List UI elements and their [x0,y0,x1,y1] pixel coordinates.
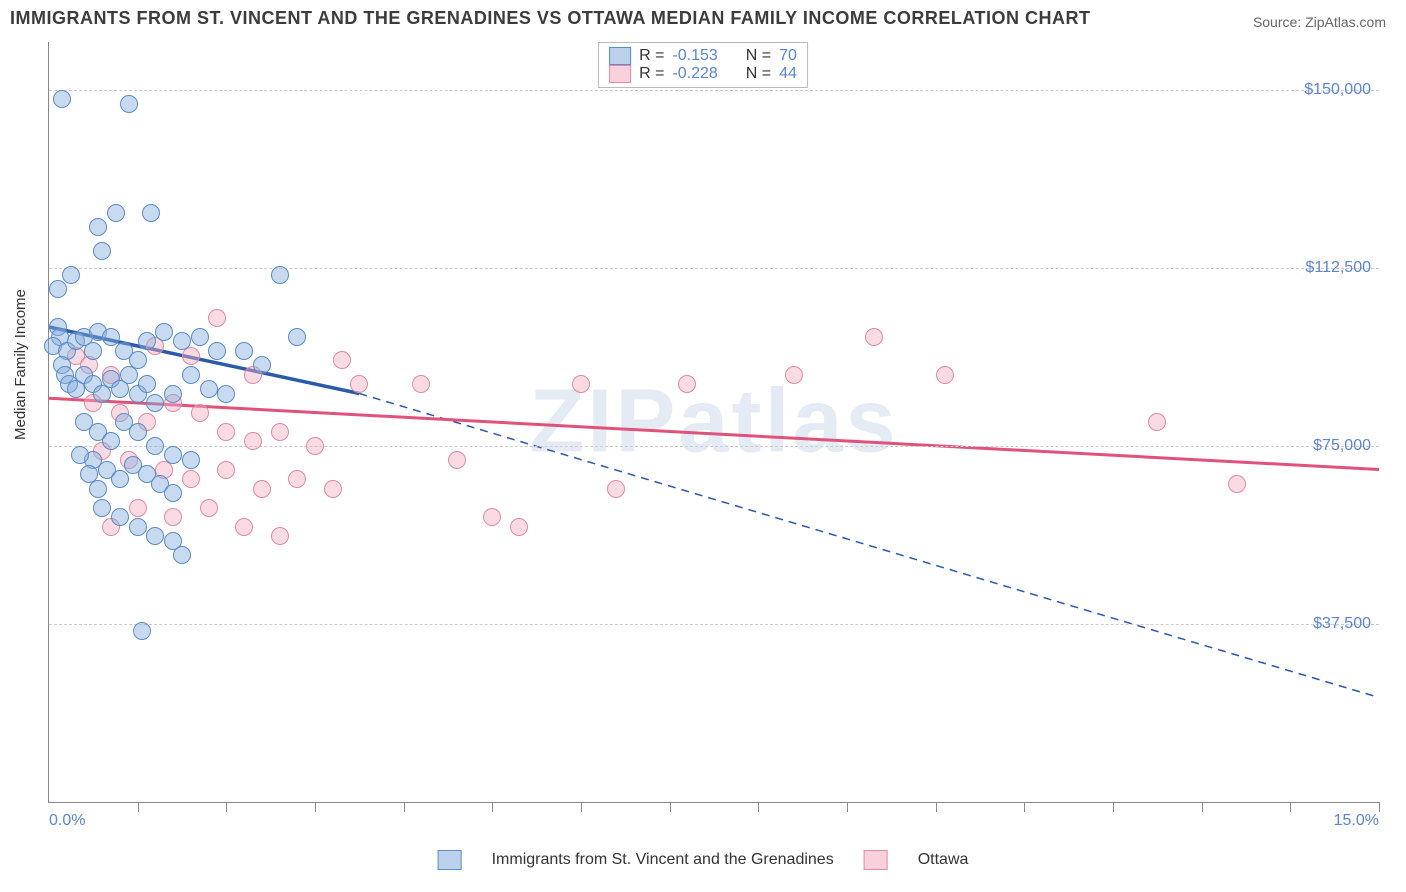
scatter-point [182,451,200,469]
legend-pink-n: 44 [779,65,797,83]
y-tick-label: $75,000 [1313,437,1371,455]
scatter-point [200,499,218,517]
scatter-point [607,480,625,498]
scatter-point [155,323,173,341]
scatter-point [448,451,466,469]
legend-blue-r: -0.153 [672,47,717,65]
scatter-point [120,366,138,384]
scatter-point [89,218,107,236]
scatter-point [164,446,182,464]
scatter-point [208,309,226,327]
scatter-point [483,508,501,526]
legend-r-label: R = [639,65,664,83]
y-tick-label: $37,500 [1313,615,1371,633]
trend-lines [49,42,1379,802]
legend-swatch-pink [609,65,631,83]
scatter-point [191,404,209,422]
scatter-point [129,499,147,517]
scatter-point [253,480,271,498]
scatter-point [333,351,351,369]
scatter-point [164,385,182,403]
y-tick-label: $150,000 [1304,81,1371,99]
scatter-point [1148,413,1166,431]
scatter-point [146,394,164,412]
scatter-point [208,342,226,360]
scatter-point [102,328,120,346]
scatter-point [146,437,164,455]
scatter-point [217,461,235,479]
legend-n-label: N = [746,47,771,65]
legend-blue-n: 70 [779,47,797,65]
scatter-point [164,484,182,502]
scatter-point [678,375,696,393]
scatter-point [173,332,191,350]
scatter-point [53,90,71,108]
scatter-point [93,499,111,517]
scatter-point [324,480,342,498]
scatter-point [182,366,200,384]
scatter-point [138,375,156,393]
scatter-point [306,437,324,455]
x-min-label: 0.0% [49,812,85,830]
scatter-point [271,527,289,545]
scatter-point [138,332,156,350]
scatter-point [936,366,954,384]
scatter-point [288,470,306,488]
scatter-point [107,204,125,222]
scatter-point [865,328,883,346]
scatter-point [164,508,182,526]
legend-blue-label: Immigrants from St. Vincent and the Gren… [492,851,834,869]
scatter-point [93,242,111,260]
scatter-point [62,266,80,284]
legend-series: Immigrants from St. Vincent and the Gren… [438,850,969,870]
scatter-point [288,328,306,346]
scatter-point [200,380,218,398]
scatter-point [173,546,191,564]
y-tick-label: $112,500 [1305,259,1371,277]
scatter-point [235,342,253,360]
plot-area: ZIPatlas $37,500$75,000$112,500$150,0000… [48,42,1379,803]
scatter-point [412,375,430,393]
scatter-point [217,423,235,441]
scatter-point [244,432,262,450]
scatter-point [146,527,164,545]
legend-swatch-blue [438,850,462,870]
legend-pink-label: Ottawa [918,851,969,869]
scatter-point [84,342,102,360]
legend-swatch-pink [864,850,888,870]
scatter-point [1228,475,1246,493]
scatter-point [89,480,107,498]
chart-title: IMMIGRANTS FROM ST. VINCENT AND THE GREN… [10,8,1091,29]
scatter-point [271,423,289,441]
legend-r-label: R = [639,47,664,65]
source-credit: Source: ZipAtlas.com [1253,14,1386,30]
scatter-point [120,95,138,113]
scatter-point [510,518,528,536]
scatter-point [785,366,803,384]
legend-pink-r: -0.228 [672,65,717,83]
x-max-label: 15.0% [1334,812,1379,830]
scatter-point [235,518,253,536]
scatter-point [111,470,129,488]
scatter-point [129,518,147,536]
scatter-point [191,328,209,346]
scatter-point [129,423,147,441]
y-axis-label: Median Family Income [12,289,29,440]
scatter-point [102,432,120,450]
scatter-point [253,356,271,374]
scatter-point [142,204,160,222]
scatter-point [133,622,151,640]
legend-n-label: N = [746,65,771,83]
scatter-point [572,375,590,393]
scatter-point [111,508,129,526]
scatter-point [217,385,235,403]
legend-correlation: R = -0.153 N = 70 R = -0.228 N = 44 [598,42,808,88]
scatter-point [182,470,200,488]
scatter-point [350,375,368,393]
scatter-point [71,446,89,464]
scatter-point [271,266,289,284]
legend-swatch-blue [609,47,631,65]
scatter-point [49,280,67,298]
